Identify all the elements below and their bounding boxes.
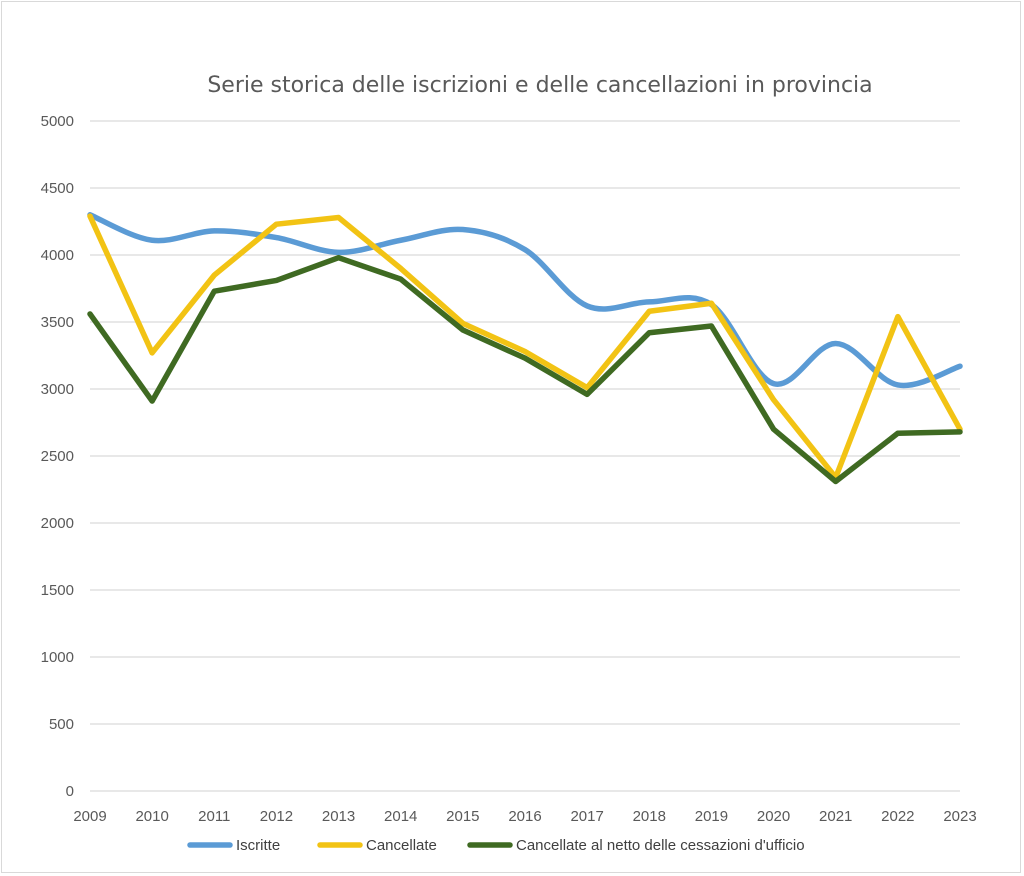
x-tick-label: 2011 xyxy=(198,808,230,825)
legend-entry-1: Iscritte xyxy=(187,837,280,854)
data-point xyxy=(460,320,466,326)
legend: Iscritte Cancellate Cancellate al netto de… xyxy=(187,837,805,854)
x-tick-label: 2010 xyxy=(135,808,168,825)
series-lines xyxy=(87,212,963,485)
y-axis-ticks: 0 500 1000 1500 2000 2500 3000 3500 4000 4500 5000 xyxy=(41,113,74,800)
y-tick-label: 3500 xyxy=(41,314,74,331)
data-point xyxy=(895,430,901,436)
legend-label: Cancellate xyxy=(366,837,437,854)
data-point xyxy=(522,355,528,361)
y-tick-label: 0 xyxy=(66,783,74,800)
data-point xyxy=(398,237,404,243)
data-point xyxy=(398,276,404,282)
data-point xyxy=(273,235,279,241)
data-point xyxy=(584,385,590,391)
x-tick-label: 2018 xyxy=(633,808,666,825)
y-tick-label: 2000 xyxy=(41,515,74,532)
data-point xyxy=(149,398,155,404)
x-tick-label: 2019 xyxy=(695,808,728,825)
data-point xyxy=(771,426,777,432)
y-tick-label: 4500 xyxy=(41,180,74,197)
data-point xyxy=(833,478,839,484)
x-axis-ticks: 2009 2010 2011 2012 2013 2014 2015 2016 2017 2018… xyxy=(73,808,976,825)
x-tick-label: 2023 xyxy=(943,808,976,825)
y-tick-label: 3000 xyxy=(41,381,74,398)
data-point xyxy=(771,381,777,387)
x-tick-label: 2014 xyxy=(384,808,417,825)
legend-label: Iscritte xyxy=(236,837,280,854)
data-point xyxy=(646,330,652,336)
data-point xyxy=(895,382,901,388)
data-point xyxy=(336,249,342,255)
data-point xyxy=(460,327,466,333)
x-tick-label: 2020 xyxy=(757,808,790,825)
series-points-3 xyxy=(87,255,963,484)
x-tick-label: 2012 xyxy=(260,808,293,825)
y-tick-label: 500 xyxy=(49,716,74,733)
data-point xyxy=(211,228,217,234)
data-point xyxy=(149,237,155,243)
series-points-2 xyxy=(87,213,963,480)
y-tick-label: 1000 xyxy=(41,649,74,666)
data-point xyxy=(584,303,590,309)
data-point xyxy=(211,272,217,278)
data-point xyxy=(460,227,466,233)
y-tick-label: 2500 xyxy=(41,448,74,465)
data-point xyxy=(273,221,279,227)
legend-label: Cancellate al netto delle cessazioni d'u… xyxy=(516,837,805,854)
data-point xyxy=(708,323,714,329)
series-line-3 xyxy=(87,254,963,485)
data-point xyxy=(336,255,342,261)
data-point xyxy=(708,300,714,306)
data-point xyxy=(771,397,777,403)
x-tick-label: 2016 xyxy=(508,808,541,825)
x-tick-label: 2021 xyxy=(819,808,852,825)
data-point xyxy=(646,308,652,314)
data-point xyxy=(895,314,901,320)
x-tick-label: 2009 xyxy=(73,808,106,825)
legend-entry-3: Cancellate al netto delle cessazioni d'u… xyxy=(467,837,805,854)
x-tick-label: 2022 xyxy=(881,808,914,825)
data-point xyxy=(273,277,279,283)
x-tick-label: 2017 xyxy=(570,808,603,825)
x-tick-label: 2015 xyxy=(446,808,479,825)
data-point xyxy=(87,213,93,219)
data-point xyxy=(522,348,528,354)
series-line-1 xyxy=(87,212,963,389)
data-point xyxy=(398,265,404,271)
x-tick-label: 2013 xyxy=(322,808,355,825)
y-tick-label: 1500 xyxy=(41,582,74,599)
data-point xyxy=(957,363,963,369)
data-point xyxy=(646,299,652,305)
data-point xyxy=(957,429,963,435)
data-point xyxy=(149,350,155,356)
chart-title: Serie storica delle iscrizioni e delle c… xyxy=(207,73,872,98)
legend-entry-2: Cancellate xyxy=(317,837,437,854)
data-point xyxy=(584,391,590,397)
data-point xyxy=(522,247,528,253)
data-point xyxy=(211,288,217,294)
y-tick-label: 5000 xyxy=(41,113,74,130)
data-point xyxy=(833,340,839,346)
gridlines xyxy=(90,120,960,792)
y-tick-label: 4000 xyxy=(41,247,74,264)
data-point xyxy=(336,214,342,220)
data-point xyxy=(87,311,93,317)
